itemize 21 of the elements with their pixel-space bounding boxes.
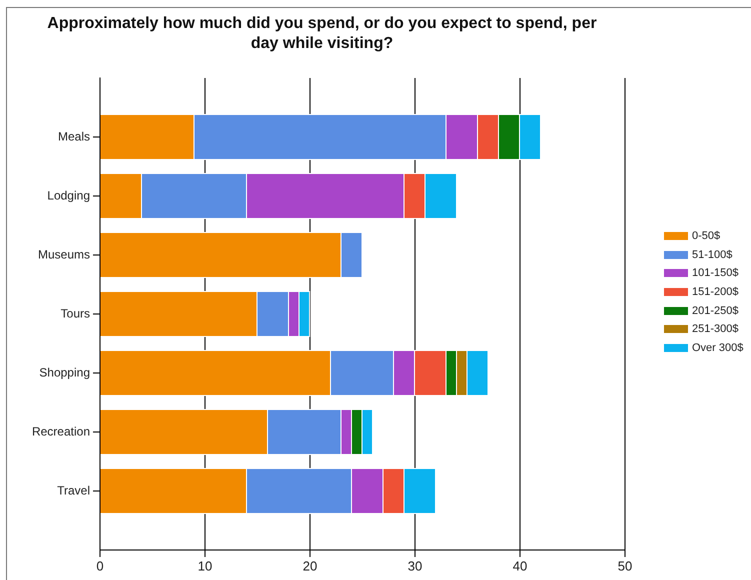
x-tick-label: 20 bbox=[302, 558, 318, 574]
legend-label: 101-150$ bbox=[692, 267, 738, 280]
x-tick-label: 30 bbox=[408, 558, 422, 574]
legend-label: 201-250$ bbox=[692, 304, 738, 317]
chart-title: Approximately how much did you spend, or do you expect to spend, per day while visiting? bbox=[46, 14, 598, 54]
x-tick-label: 40 bbox=[512, 558, 528, 574]
legend-label: 0-50$ bbox=[692, 230, 720, 242]
y-tick-label: Shopping bbox=[39, 365, 90, 380]
legend-label: 151-200$ bbox=[692, 286, 738, 298]
x-tick-label: 10 bbox=[198, 558, 212, 574]
y-tick-label: Lodging bbox=[47, 188, 90, 202]
x-tick-label: 0 bbox=[96, 558, 104, 574]
legend-label: 251-300$ bbox=[692, 323, 738, 336]
y-tick-label: Recreation bbox=[32, 424, 90, 438]
x-tick-label: 50 bbox=[618, 558, 632, 574]
y-tick-label: Meals bbox=[58, 129, 90, 144]
y-tick-label: Museums bbox=[38, 247, 90, 262]
y-tick-label: Tours bbox=[60, 306, 90, 320]
legend-label: Over 300$ bbox=[692, 342, 744, 354]
legend-label: 51-100$ bbox=[692, 248, 732, 261]
y-tick-label: Travel bbox=[57, 483, 90, 498]
